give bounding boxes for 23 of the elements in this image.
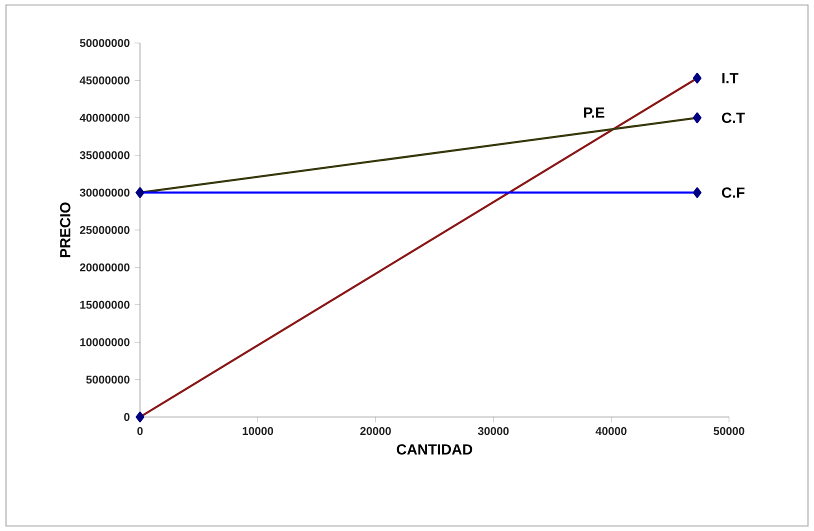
y-axis-title: PRECIO — [60, 202, 70, 258]
y-tick-label: 35000000 — [80, 151, 130, 160]
annotation: P.E — [584, 108, 604, 118]
y-tick-label: 15000000 — [80, 300, 130, 309]
y-tick-label: 10000000 — [80, 338, 130, 346]
y-tick-label: 40000000 — [80, 114, 130, 122]
series-label: C.T — [722, 112, 745, 123]
y-tick-label: 45000000 — [80, 76, 130, 84]
x-tick-label: 10000 — [242, 427, 274, 436]
x-tick-label: 0 — [137, 427, 143, 436]
series-label: I.T — [722, 73, 738, 84]
x-tick-label: 50000 — [714, 427, 744, 436]
y-tick-label: 25000000 — [80, 226, 130, 234]
x-tick-label: 30000 — [478, 427, 509, 436]
y-tick-label: 5000000 — [86, 376, 130, 384]
series-label: C.F — [722, 187, 744, 198]
x-tick-label: 40000 — [596, 427, 626, 436]
y-tick-label: 0 — [124, 412, 130, 421]
y-tick-label: 20000000 — [80, 263, 130, 272]
y-tick-label: 30000000 — [80, 188, 130, 197]
x-axis-title: CANTIDAD — [396, 444, 472, 455]
x-tick-label: 20000 — [360, 427, 391, 436]
y-tick-label: 50000000 — [80, 38, 130, 48]
